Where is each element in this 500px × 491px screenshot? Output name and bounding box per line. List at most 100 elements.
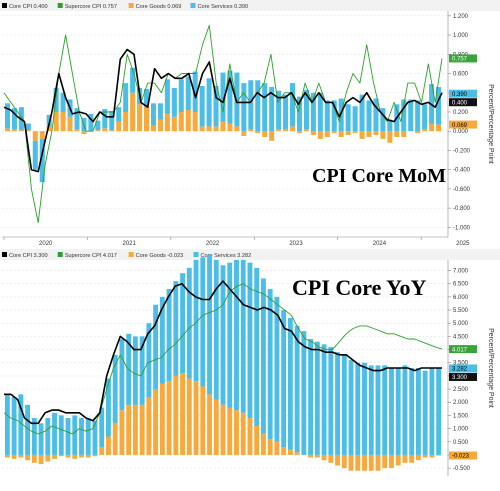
bar-core-services [395,368,401,455]
bar-core-services [324,100,330,132]
legend-label: Supercore CPI 0.757 [65,4,117,10]
bar-core-services [119,339,125,411]
bar-core-services [436,368,442,455]
legend-label: Core CPI 3.300 [9,253,48,259]
bar-core-services [85,418,91,455]
bar-core-services [408,99,414,132]
legend-swatch [2,3,7,8]
bar-core-services [359,94,365,132]
bar-core-goods [139,404,145,455]
bar-core-services [335,352,340,455]
bar-core-goods [422,129,428,132]
bar-core-goods [308,454,314,458]
y-tick-label: -1.000 [453,225,471,231]
bar-core-goods [193,381,199,455]
y-tick-label: 1.500 [453,413,469,419]
bar-core-goods [180,373,185,455]
legend-item-core-goods: Core Goods 0.069 [128,3,181,10]
bar-core-goods [85,454,91,458]
bar-core-goods [220,404,226,455]
badge-label: 4.017 [452,347,468,353]
y-tick-label: 1.000 [453,33,469,39]
bar-core-services [52,412,57,455]
bar-core-services [31,418,37,455]
y-tick-label: 5.000 [453,321,469,327]
y-tick-label: -0.800 [453,206,471,212]
bar-core-services [422,370,428,455]
bar-core-goods [287,449,293,455]
chart-title: CPI Core YoY [292,275,427,300]
bar-core-goods [186,378,192,455]
bar-core-goods [159,383,165,455]
y-tick-label: -0.200 [453,148,471,154]
bar-core-services [178,79,184,112]
bar-core-goods [192,111,198,132]
bar-core-goods [261,433,266,455]
bar-core-services [241,83,247,132]
badge-label: 0.390 [452,92,468,98]
bar-core-goods [359,131,365,139]
bar-core-goods [106,436,111,455]
y-tick-label: 2.000 [453,400,469,406]
bar-core-goods [153,389,159,455]
bar-core-goods [240,412,246,455]
bar-core-goods [31,454,37,463]
bar-core-services [362,362,367,455]
bar-core-services [200,257,206,387]
current-value-badge-core-cpi: 3.300 [449,372,477,381]
bar-core-services [112,354,118,424]
bar-core-goods [173,375,179,455]
bar-core-services [429,368,435,455]
bar-core-goods [248,129,254,132]
bar-core-services [53,87,59,112]
bar-core-services [144,88,150,107]
bar-core-goods [415,131,421,134]
legend-item-core-services: Core Services 0.390 [190,3,248,10]
line-supercore-cpi [3,24,443,224]
badge-bg [449,54,477,63]
bar-core-services [274,296,280,442]
bar-core-services [213,260,219,400]
bar-core-services [38,423,44,455]
bar-core-goods [102,128,108,132]
bar-core-goods [247,418,253,455]
bar-core-goods [166,381,172,455]
bar-core-goods [74,129,80,132]
bar-core-services [132,336,138,405]
bar-core-services [303,89,309,130]
y-tick-label: 1.200 [453,14,469,20]
badge-bg [449,89,477,98]
bar-core-services [296,96,302,132]
y-axis-title: Percent/Percentage Point [487,328,494,408]
bar-core-goods [290,126,296,132]
bar-core-services [157,103,163,120]
bar-core-services [247,262,253,419]
bar-core-goods [255,131,261,134]
bar-core-goods [130,92,136,132]
bar-core-services [99,407,105,448]
bar-core-goods [380,131,386,139]
bar-core-goods [227,407,233,455]
bar-core-services [11,396,17,455]
bar-core-goods [409,454,415,463]
legend-item-supercore-cpi: Supercore CPI 4.017 [57,252,117,259]
bar-core-goods [150,125,156,132]
bar-core-services [32,140,38,170]
bar-core-goods [254,425,260,455]
legend-swatch [57,252,63,257]
bar-core-goods [144,106,150,132]
bar-core-services [60,92,66,112]
bar-core-goods [362,454,367,471]
x-tick-label: 2022 [206,241,220,247]
bar-core-goods [79,454,84,458]
bar-core-goods [18,454,24,458]
x-tick-label: 2025 [456,241,470,247]
bar-core-services [402,365,408,455]
bar-core-goods [95,130,101,132]
bar-core-services [4,394,10,455]
y-tick-label: 2.500 [453,387,469,393]
bar-core-goods [335,454,340,466]
bar-core-services [375,365,381,455]
bar-core-goods [422,454,428,458]
legend-label: Core CPI 0.400 [9,4,48,10]
